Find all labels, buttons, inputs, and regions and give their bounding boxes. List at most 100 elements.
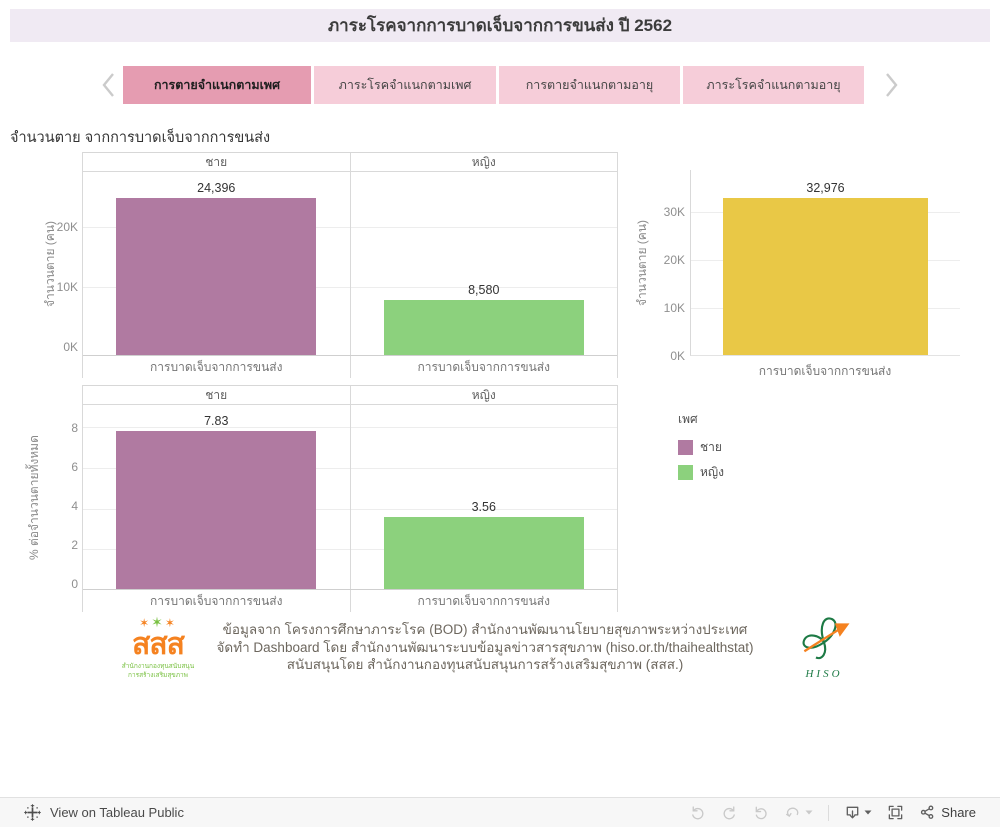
y-tick-label: 4	[71, 499, 78, 513]
y-tick-label: 20K	[56, 220, 78, 234]
x-axis-label: การบาดเจ็บจากการขนส่ง	[150, 593, 283, 608]
gridline	[83, 427, 350, 428]
legend-sex: เพศ ชาย หญิง	[678, 410, 808, 488]
chart-deaths-by-sex: จำนวนตาย (คน) 20K 10K 0K ชาย หญิง 24,396	[0, 152, 618, 378]
legend-item-female[interactable]: หญิง	[678, 463, 808, 482]
y-tick-label: 10K	[56, 280, 78, 294]
plot-panel-male: 24,396	[83, 172, 350, 355]
redo-button[interactable]	[721, 804, 738, 821]
chart-total-deaths: จำนวนตาย (คน) 30K 20K 10K 0K 32,976 การบ…	[630, 150, 1000, 400]
y-tick-label: 30K	[663, 205, 685, 219]
legend-item-label: หญิง	[700, 465, 724, 479]
credit-line: จัดทำ Dashboard โดย สำนักงานพัฒนาระบบข้อ…	[216, 639, 754, 655]
bar-total-deaths[interactable]	[723, 197, 928, 355]
legend-swatch-male	[678, 440, 693, 455]
refresh-caret-icon	[805, 810, 813, 815]
hiso-logo-text: HISO	[805, 668, 843, 680]
bar-female-deaths[interactable]	[383, 299, 584, 355]
view-on-tableau-label: View on Tableau Public	[50, 805, 184, 820]
y-tick-label: 0	[71, 577, 78, 591]
refresh-button[interactable]	[785, 804, 813, 821]
hiso-logo: HISO	[792, 612, 856, 680]
bar-male-percent[interactable]	[116, 430, 317, 589]
y-tick-label: 2	[71, 538, 78, 552]
undo-button[interactable]	[689, 804, 706, 821]
undo-icon	[692, 806, 704, 820]
x-axis-label: การบาดเจ็บจากการขนส่ง	[150, 359, 283, 374]
y-tick-label: 0K	[670, 349, 685, 363]
gridline	[350, 287, 617, 288]
legend-item-male[interactable]: ชาย	[678, 438, 808, 457]
download-button[interactable]	[844, 804, 872, 821]
bar-value-label: 3.56	[471, 500, 496, 515]
revert-button[interactable]	[753, 804, 770, 821]
chart-panel-area: ชาย หญิง 24,396 8,580	[82, 152, 618, 378]
tab-deaths-by-sex[interactable]: การตายจำแนกตามเพศ	[123, 66, 311, 104]
bar-value-label: 24,396	[197, 180, 236, 195]
x-axis-row: การบาดเจ็บจากการขนส่ง การบาดเจ็บจากการขน…	[83, 590, 617, 612]
y-axis-label: จำนวนตาย (คน)	[43, 220, 57, 308]
panel-header-female: หญิง	[349, 153, 618, 171]
y-tick-label: 20K	[663, 253, 685, 267]
thaihealth-stars-icon: ✶✶✶	[139, 614, 177, 630]
bar-value-label: 7.83	[204, 413, 229, 428]
download-caret-icon	[864, 810, 872, 815]
thaihealth-logo: ✶✶✶ สสส สำนักงานกองทุนสนับสนุน การสร้างเ…	[112, 615, 204, 681]
x-axis-label: การบาดเจ็บจากการขนส่ง	[758, 363, 892, 378]
panel-header-row: ชาย หญิง	[83, 152, 617, 172]
tab-deaths-by-age[interactable]: การตายจำแนกตามอายุ	[499, 66, 680, 104]
page-title: ภาระโรคจากการบาดเจ็บจากการขนส่ง ปี 2562	[327, 16, 673, 35]
bar-male-deaths[interactable]	[116, 197, 317, 355]
tab-burden-by-sex[interactable]: ภาระโรคจำแนกตามเพศ	[314, 66, 496, 104]
gridline	[350, 427, 617, 428]
worksheet-title: จำนวนตาย จากการบาดเจ็บจากการขนส่ง	[10, 130, 271, 146]
plot-area: 32,976	[690, 170, 960, 356]
tab-burden-by-age[interactable]: ภาระโรคจำแนกตามอายุ	[683, 66, 864, 104]
y-tick-label: 0K	[63, 340, 78, 354]
thaihealth-logo-subtext: สำนักงานกองทุนสนับสนุน การสร้างเสริมสุขภ…	[112, 663, 204, 681]
x-axis-label: การบาดเจ็บจากการขนส่ง	[349, 590, 618, 612]
y-tick-label: 8	[71, 421, 78, 435]
revert-icon	[755, 806, 767, 820]
tab-label: การตายจำแนกตามเพศ	[153, 78, 281, 92]
share-button[interactable]: Share	[919, 804, 976, 821]
tab-label: ภาระโรคจำแนกตามอายุ	[706, 78, 841, 92]
plot-row: 24,396 8,580	[83, 172, 617, 356]
legend-swatch-female	[678, 465, 693, 480]
dashboard-title-banner: ภาระโรคจากการบาดเจ็บจากการขนส่ง ปี 2562	[10, 9, 990, 42]
gridline	[350, 509, 617, 510]
plot-panel-female: 3.56	[349, 405, 617, 589]
redo-icon	[723, 806, 736, 820]
tableau-logo-icon	[24, 804, 41, 821]
fullscreen-button[interactable]	[887, 804, 904, 821]
refresh-icon	[786, 807, 799, 817]
bar-value-label: 32,976	[806, 180, 845, 195]
legend-item-label: ชาย	[700, 440, 722, 454]
gridline	[350, 227, 617, 228]
credits-block: ข้อมูลจาก โครงการศึกษาภาระโรค (BOD) สำนั…	[205, 621, 765, 674]
tabs-prev-chevron-icon[interactable]	[98, 70, 120, 100]
panel-header-male: ชาย	[205, 154, 228, 169]
y-tick-label: 10K	[663, 301, 685, 315]
bar-value-label: 8,580	[468, 282, 500, 297]
legend-title: เพศ	[678, 412, 698, 426]
chart-panel-area: ชาย หญิง 7.83	[82, 385, 618, 612]
bar-female-percent[interactable]	[383, 517, 584, 589]
share-label: Share	[941, 805, 976, 820]
thaihealth-logo-text: สสส	[132, 628, 185, 661]
download-icon	[846, 806, 859, 819]
x-axis-row: การบาดเจ็บจากการขนส่ง การบาดเจ็บจากการขน…	[83, 356, 617, 378]
plot-row: 7.83 3.56	[83, 405, 617, 590]
x-axis-label: การบาดเจ็บจากการขนส่ง	[349, 356, 618, 378]
credit-line: สนับสนุนโดย สำนักงานกองทุนสนับสนุนการสร้…	[286, 657, 684, 672]
hiso-logo-icon	[802, 617, 850, 660]
share-icon	[921, 805, 934, 819]
plot-panel-male: 7.83	[83, 405, 350, 589]
credit-line: ข้อมูลจาก โครงการศึกษาภาระโรค (BOD) สำนั…	[222, 622, 748, 637]
y-tick-label: 6	[71, 460, 78, 474]
plot-panel-female: 8,580	[349, 172, 617, 355]
gridline	[350, 468, 617, 469]
tabs-next-chevron-icon[interactable]	[880, 70, 902, 100]
view-on-tableau-link[interactable]: View on Tableau Public	[24, 804, 184, 821]
